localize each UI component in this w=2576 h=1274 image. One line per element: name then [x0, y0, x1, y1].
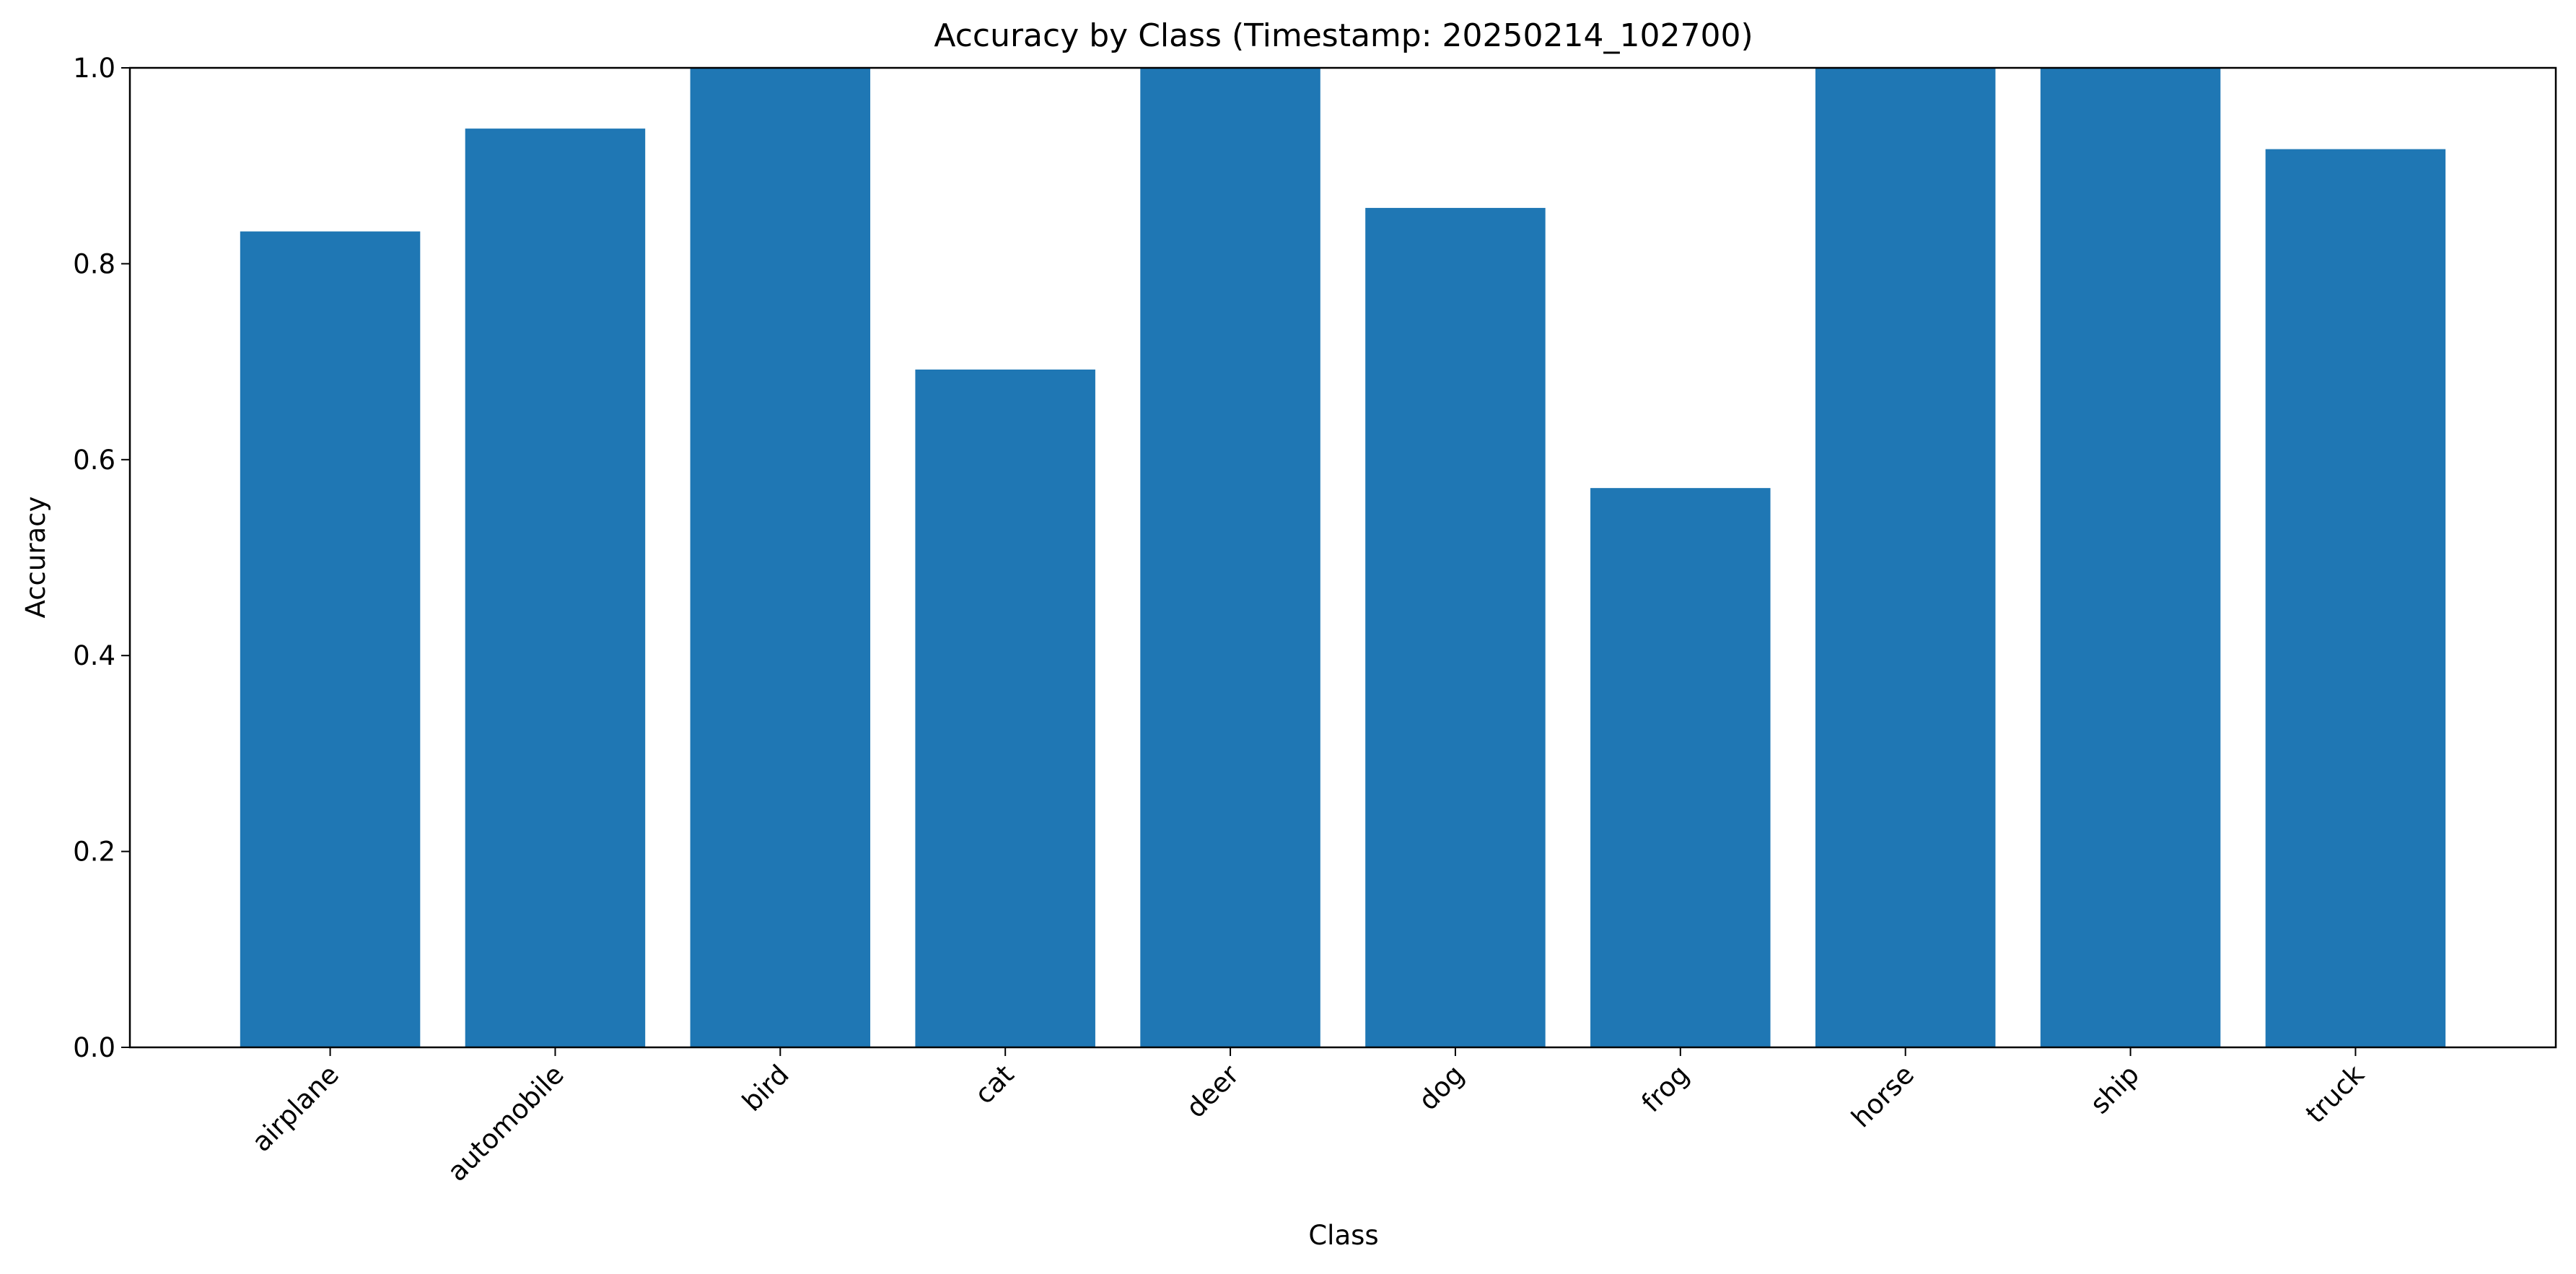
y-tick-label: 0.2 [73, 837, 115, 868]
y-tick-label: 0.0 [73, 1032, 115, 1063]
x-axis-label: Class [1308, 1220, 1378, 1251]
y-axis-ticks: 0.0 0.2 0.4 0.6 0.8 1.0 [73, 53, 130, 1063]
x-tick-label: ship [2084, 1059, 2145, 1120]
bar-truck [2265, 149, 2446, 1048]
x-axis-ticks: airplane automobile bird cat deer dog frog hors… [246, 1047, 2370, 1187]
plot-frame [128, 66, 2557, 1049]
x-tick-label: airplane [246, 1059, 345, 1158]
x-tick-label: dog [1413, 1059, 1471, 1117]
x-tick-label: cat [968, 1059, 1020, 1110]
bar-horse [1815, 68, 1996, 1047]
y-tick-label: 0.6 [73, 445, 115, 476]
x-tick-label: horse [1846, 1059, 1920, 1133]
y-tick-label: 0.8 [73, 248, 115, 279]
bar-cat [915, 369, 1095, 1047]
x-tick-label: bird [736, 1059, 794, 1117]
bar-ship [2040, 68, 2221, 1047]
y-tick-label: 0.4 [73, 640, 115, 671]
bar-airplane [240, 231, 421, 1047]
x-tick-label: frog [1636, 1059, 1695, 1118]
bar-dog [1365, 208, 1546, 1047]
bar-frog [1590, 488, 1771, 1047]
x-tick-label: deer [1180, 1058, 1245, 1124]
bar-deer [1140, 68, 1320, 1047]
y-tick-label: 1.0 [73, 53, 115, 84]
bar-bird [690, 68, 871, 1047]
x-tick-label: automobile [442, 1059, 570, 1187]
bar-automobile [465, 128, 646, 1047]
bars-group [240, 68, 2446, 1048]
y-axis-label: Accuracy [20, 497, 51, 619]
x-tick-label: truck [2300, 1059, 2370, 1130]
chart-title: Accuracy by Class (Timestamp: 20250214_1… [934, 17, 1753, 54]
